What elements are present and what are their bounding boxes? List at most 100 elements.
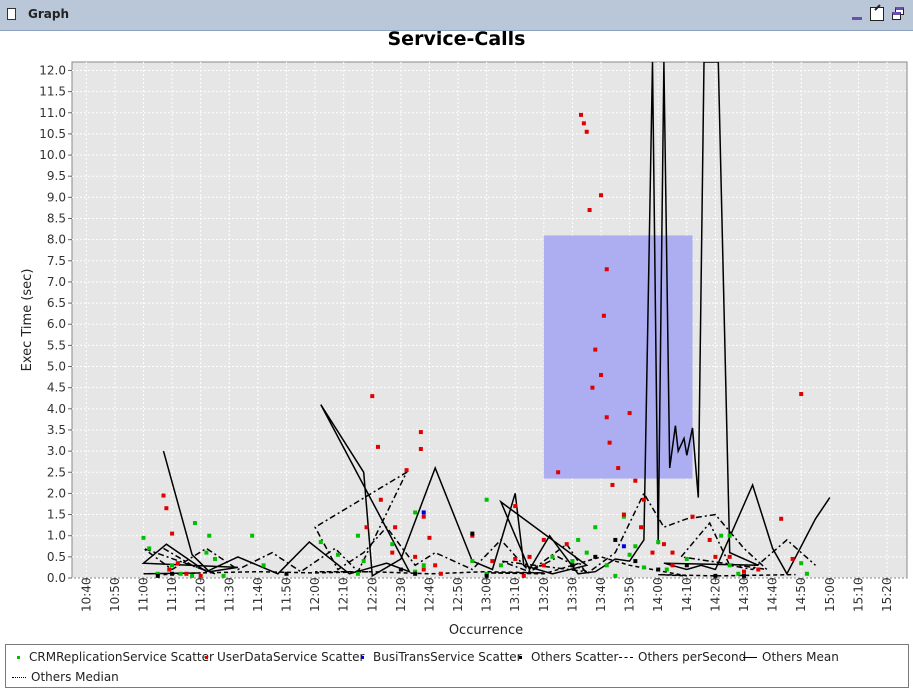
scatter-point bbox=[621, 512, 626, 517]
y-tick-label: 11.5 bbox=[39, 85, 66, 99]
scatter-point bbox=[284, 571, 289, 576]
legend-item-others-persecond[interactable]: Others perSecond bbox=[619, 650, 746, 664]
selection-rect bbox=[543, 235, 693, 479]
series-line-4 bbox=[143, 556, 796, 577]
legend-label: Others Scatter bbox=[531, 650, 619, 664]
scatter-point bbox=[556, 470, 561, 475]
scatter-point bbox=[207, 533, 212, 538]
scatter-point bbox=[513, 504, 518, 509]
y-tick-label: 8.0 bbox=[47, 233, 66, 247]
scatter-point bbox=[413, 554, 418, 559]
scatter-point bbox=[584, 550, 589, 555]
y-tick-label: 11.0 bbox=[39, 106, 66, 120]
x-tick-label: 13:00 bbox=[480, 577, 494, 612]
restore-icon[interactable] bbox=[892, 7, 906, 21]
scatter-point bbox=[470, 533, 475, 538]
series-points bbox=[141, 112, 809, 578]
scatter-point bbox=[190, 573, 195, 578]
y-tick-label: 4.0 bbox=[47, 402, 66, 416]
legend-item-busitrans[interactable]: BusiTransService Scatter bbox=[359, 650, 522, 664]
legend-item-crm[interactable]: CRMReplicationService Scatter bbox=[15, 650, 214, 664]
x-tick-label: 12:50 bbox=[451, 577, 465, 612]
scatter-point bbox=[633, 559, 638, 564]
scatter-point bbox=[727, 533, 732, 538]
scatter-point bbox=[470, 531, 475, 536]
x-tick-label: 14:10 bbox=[680, 577, 694, 612]
legend-swatch bbox=[519, 656, 522, 659]
scatter-point bbox=[656, 540, 661, 545]
scatter-point bbox=[570, 559, 575, 564]
scatter-point bbox=[564, 542, 569, 547]
y-tick-label: 0.5 bbox=[47, 550, 66, 564]
x-tick-label: 12:10 bbox=[337, 577, 351, 612]
chart-legend: CRMReplicationService Scatter UserDataSe… bbox=[5, 644, 909, 688]
y-tick-label: 9.5 bbox=[47, 169, 66, 183]
x-tick-label: 12:00 bbox=[308, 577, 322, 612]
x-tick-label: 13:30 bbox=[565, 577, 579, 612]
scatter-point bbox=[690, 514, 695, 519]
y-tick-label: 12.0 bbox=[39, 63, 66, 77]
scatter-point bbox=[378, 497, 383, 502]
scatter-point bbox=[593, 554, 598, 559]
scatter-point bbox=[470, 559, 475, 564]
x-tick-label: 12:30 bbox=[394, 577, 408, 612]
scatter-point bbox=[421, 510, 426, 515]
y-tick-label: 1.0 bbox=[47, 529, 66, 543]
scatter-point bbox=[261, 563, 266, 568]
x-tick-label: 11:50 bbox=[279, 577, 293, 612]
scatter-point bbox=[427, 535, 432, 540]
legend-label: BusiTransService Scatter bbox=[373, 650, 522, 664]
gridlines bbox=[72, 62, 907, 579]
plot-area[interactable] bbox=[71, 61, 908, 579]
scatter-point bbox=[641, 565, 646, 570]
scatter-point bbox=[616, 466, 621, 471]
scatter-point bbox=[404, 468, 409, 473]
scatter-point bbox=[418, 430, 423, 435]
scatter-point bbox=[192, 521, 197, 526]
scatter-point bbox=[433, 563, 438, 568]
legend-item-userdata[interactable]: UserDataService Scatter bbox=[203, 650, 364, 664]
selection-box[interactable] bbox=[543, 235, 693, 479]
legend-label: CRMReplicationService Scatter bbox=[29, 650, 214, 664]
legend-item-others-median[interactable]: Others Median bbox=[12, 670, 119, 684]
scatter-point bbox=[484, 497, 489, 502]
scatter-point bbox=[375, 444, 380, 449]
x-tick-label: 14:30 bbox=[737, 577, 751, 612]
detach-icon[interactable] bbox=[870, 4, 884, 21]
legend-swatch bbox=[361, 656, 364, 659]
scatter-point bbox=[590, 385, 595, 390]
scatter-point bbox=[742, 569, 747, 574]
scatter-point bbox=[398, 567, 403, 572]
scatter-point bbox=[610, 482, 615, 487]
scatter-point bbox=[421, 563, 426, 568]
x-tick-label: 14:50 bbox=[794, 577, 808, 612]
x-tick-label: 14:00 bbox=[651, 577, 665, 612]
y-tick-label: 8.5 bbox=[47, 211, 66, 225]
scatter-point bbox=[604, 267, 609, 272]
scatter-point bbox=[639, 525, 644, 530]
scatter-point bbox=[155, 571, 160, 576]
scatter-point bbox=[599, 372, 604, 377]
scatter-point bbox=[670, 563, 675, 568]
x-tick-label: 12:40 bbox=[422, 577, 436, 612]
scatter-point bbox=[355, 533, 360, 538]
scatter-point bbox=[607, 440, 612, 445]
scatter-point bbox=[521, 573, 526, 578]
scatter-point bbox=[593, 525, 598, 530]
x-tick-label: 14:20 bbox=[708, 577, 722, 612]
x-tick-label: 13:10 bbox=[508, 577, 522, 612]
scatter-point bbox=[684, 556, 689, 561]
scatter-point bbox=[550, 554, 555, 559]
series-lines bbox=[141, 62, 831, 578]
legend-item-others-mean[interactable]: Others Mean bbox=[743, 650, 839, 664]
scatter-point bbox=[587, 208, 592, 213]
scatter-point bbox=[147, 546, 152, 551]
legend-item-others-scatter[interactable]: Others Scatter bbox=[517, 650, 618, 664]
y-tick-label: 3.0 bbox=[47, 444, 66, 458]
minimize-icon[interactable] bbox=[851, 7, 865, 21]
scatter-point bbox=[418, 447, 423, 451]
y-axis: 0.0 0.5 1.0 1.5 2.0 2.5 3.0 3.5 4.0 4.5 5.0 5.5 6.0 6… bbox=[39, 63, 72, 585]
scatter-point bbox=[490, 559, 495, 564]
legend-label: UserDataService Scatter bbox=[217, 650, 365, 664]
